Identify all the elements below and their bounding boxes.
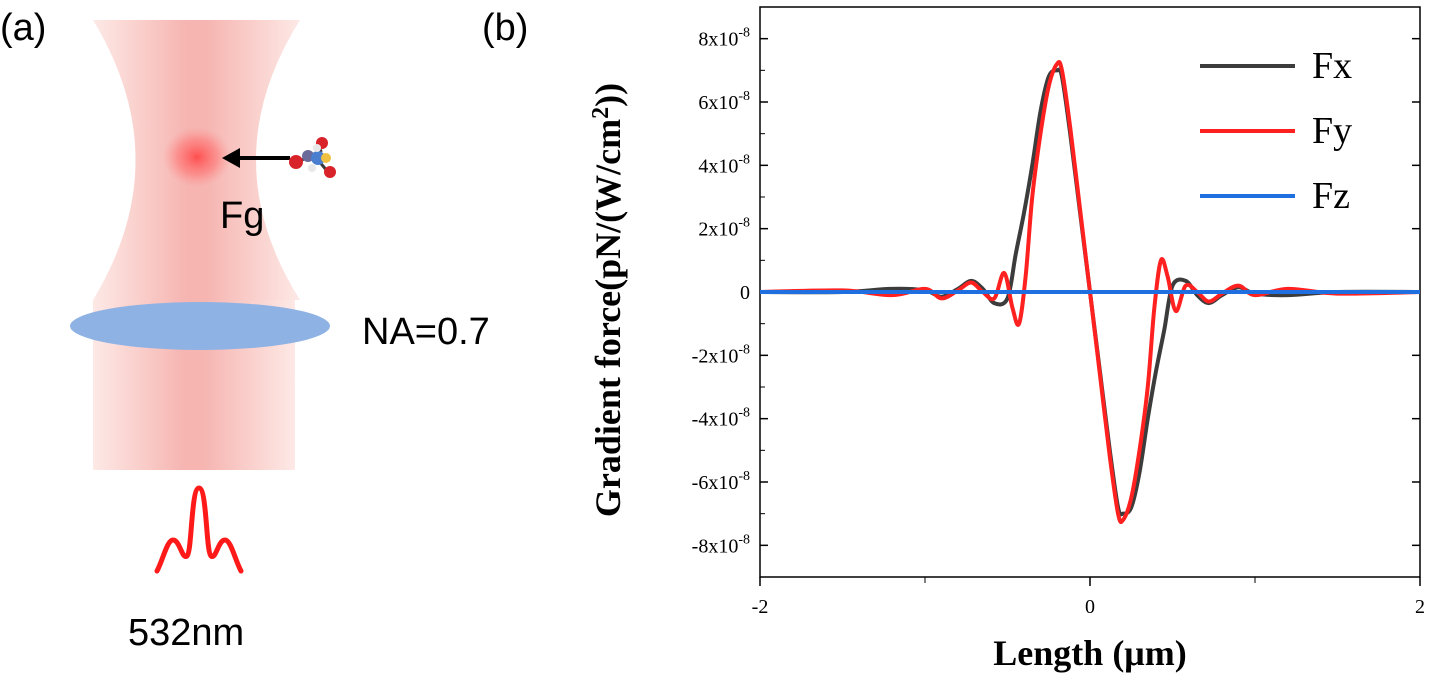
lens-icon — [70, 302, 330, 350]
x-tick-label: 0 — [1085, 596, 1095, 618]
molecule-icon — [289, 137, 336, 178]
y-tick-exponent: -8 — [738, 406, 750, 421]
y-tick-mantissa: 8x10 — [698, 29, 738, 51]
y-axis-title-sup: 2 — [588, 107, 614, 119]
y-tick-mantissa: 0 — [740, 282, 750, 304]
y-tick-mantissa: 6x10 — [698, 92, 738, 114]
y-tick-exponent: -8 — [738, 152, 750, 167]
x-axis-title-text: Length (μm) — [993, 633, 1186, 673]
y-tick-label: -4x10-8 — [692, 406, 750, 431]
y-tick-mantissa: -4x10 — [692, 409, 739, 431]
panel-a: (a) Fg NA=0.7 — [0, 7, 490, 654]
y-tick-label: -6x10-8 — [692, 469, 750, 494]
x-axis-ticks: -2 0 2 — [752, 577, 1425, 618]
y-tick-label: 2x10-8 — [698, 216, 750, 241]
y-tick-label: 0 — [740, 282, 750, 304]
y-axis-ticks: 8x10-86x10-84x10-82x10-80-2x10-8-4x10-8-… — [692, 26, 1420, 557]
y-tick-mantissa: -2x10 — [692, 345, 739, 367]
panel-b-label: (b) — [482, 7, 528, 49]
force-label: Fg — [220, 195, 264, 237]
legend: Fx Fy Fz — [1200, 45, 1352, 217]
legend-label-fy: Fy — [1312, 110, 1352, 152]
y-axis-title-close: )) — [588, 83, 628, 107]
y-tick-exponent: -8 — [738, 89, 750, 104]
y-tick-exponent: -8 — [738, 216, 750, 231]
x-tick-label: -2 — [752, 596, 769, 618]
y-tick-label: -8x10-8 — [692, 532, 750, 557]
y-tick-mantissa: -8x10 — [692, 535, 739, 557]
y-axis-title: Gradient force(pN/(W/cm2)) — [588, 83, 628, 517]
y-tick-label: -2x10-8 — [692, 342, 750, 367]
panel-b: (b) 8x10-86x10-84x10-82x10-80-2x10-8-4x1… — [482, 6, 1425, 673]
panel-a-label: (a) — [0, 7, 46, 49]
series-lines — [759, 60, 1421, 524]
x-tick-label: 2 — [1415, 596, 1425, 618]
focal-spot — [163, 127, 231, 187]
y-axis-title-main: Gradient force(pN/(W/cm — [588, 119, 628, 517]
y-tick-exponent: -8 — [738, 469, 750, 484]
y-tick-mantissa: 4x10 — [698, 155, 738, 177]
legend-label-fx: Fx — [1312, 45, 1352, 87]
wavelength-label: 532nm — [128, 612, 244, 654]
arrow-left-icon — [222, 148, 290, 168]
y-tick-label: 8x10-8 — [698, 26, 750, 51]
na-label: NA=0.7 — [362, 311, 490, 353]
y-tick-label: 4x10-8 — [698, 152, 750, 177]
y-tick-mantissa: -6x10 — [692, 472, 739, 494]
y-tick-exponent: -8 — [738, 532, 750, 547]
legend-label-fz: Fz — [1312, 175, 1350, 217]
y-tick-exponent: -8 — [738, 26, 750, 41]
y-tick-exponent: -8 — [738, 342, 750, 357]
x-axis-title: Length (μm) — [993, 633, 1186, 673]
y-tick-mantissa: 2x10 — [698, 219, 738, 241]
y-tick-label: 6x10-8 — [698, 89, 750, 114]
pulse-icon — [154, 485, 244, 574]
